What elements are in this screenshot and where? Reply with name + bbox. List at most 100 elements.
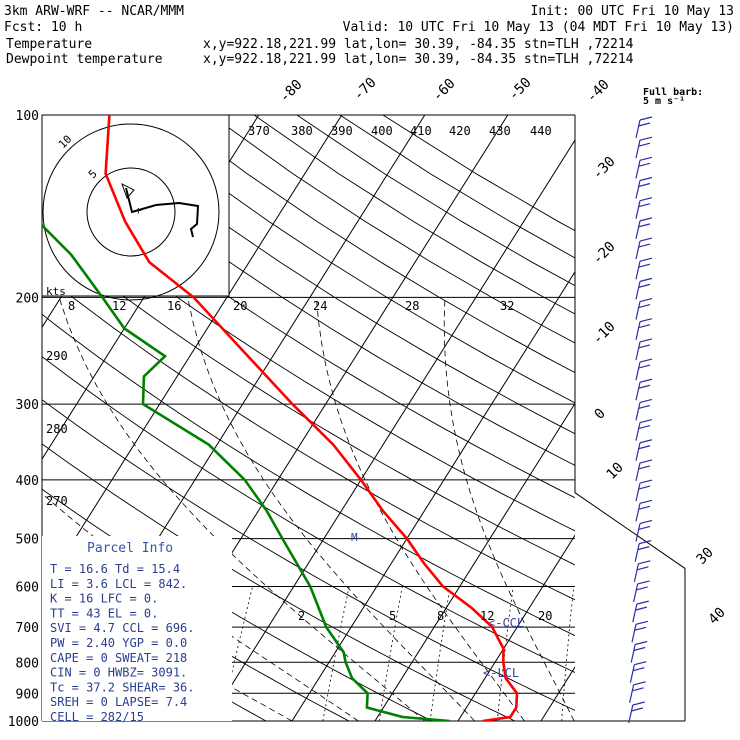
parcel-info-row: CELL = 282/15 xyxy=(50,710,144,724)
dry-adiabat xyxy=(42,313,575,637)
isotherm-label: -50 xyxy=(506,75,535,104)
theta-label: 290 xyxy=(46,349,68,363)
isotherm-label: -80 xyxy=(277,77,306,106)
wind-barb xyxy=(635,479,653,502)
wind-barb xyxy=(635,358,653,381)
isotherm-label: -20 xyxy=(590,239,619,268)
mixing-ratio-label: 5 xyxy=(389,609,396,623)
wind-barb xyxy=(635,499,653,522)
isotherm-label: -70 xyxy=(351,75,380,104)
wind-barb xyxy=(635,197,653,219)
mixing-ratio-label: 20 xyxy=(538,609,552,623)
mixing-ratio-label: 12 xyxy=(480,609,494,623)
wind-barb xyxy=(629,661,647,683)
wind-barb xyxy=(635,277,653,300)
barb-note-2: 5 m s⁻¹ xyxy=(643,96,685,107)
wind-barb xyxy=(635,237,653,260)
parcel-info-row: SVI = 4.7 CCL = 696. xyxy=(50,621,195,635)
dry-adiabat xyxy=(42,356,575,673)
pressure-tick-label: 500 xyxy=(16,533,39,548)
dry-adiabat xyxy=(81,115,575,435)
hodograph-ring-5 xyxy=(86,167,176,257)
mixing-ratio-label: 32 xyxy=(500,299,514,313)
temperature-location: x,y=922.18,221.99 lat,lon= 30.39, -84.35… xyxy=(203,37,634,52)
hodograph-ring-10 xyxy=(42,123,220,301)
parcel-info-row: T = 16.6 Td = 15.4 xyxy=(50,562,180,576)
wind-barb xyxy=(635,297,653,320)
wind-barb xyxy=(635,176,653,199)
dewpoint-legend: Dewpoint temperature xyxy=(6,52,163,67)
isotherm-label: -40 xyxy=(584,77,613,106)
isotherm-label: 40 xyxy=(706,605,729,628)
parcel-info-row: K = 16 LFC = 0. xyxy=(50,592,158,606)
wind-barb xyxy=(635,419,653,441)
isotherm-label: -60 xyxy=(430,76,459,105)
sounding-series xyxy=(42,115,519,721)
right-frame xyxy=(574,115,686,721)
dry-adiabat xyxy=(42,192,575,532)
dry-adiabat xyxy=(42,399,575,711)
isotherm-line xyxy=(291,270,575,721)
wind-barb xyxy=(635,378,653,401)
barb-note-1: Full barb: xyxy=(643,87,703,98)
pressure-tick-label: 300 xyxy=(16,398,39,413)
dry-adiabat xyxy=(167,115,575,374)
moist-adiabat xyxy=(315,297,525,721)
mixing-ratio-line xyxy=(429,586,451,721)
wind-barb xyxy=(635,257,653,280)
wind-barb xyxy=(635,116,653,139)
hodograph-trace xyxy=(125,187,200,238)
parcel-info-row: CAPE = 0 SWEAT= 218 xyxy=(50,651,187,665)
dewpoint-location: x,y=922.18,221.99 lat,lon= 30.39, -84.35… xyxy=(203,52,634,67)
model-title: 3km ARW-WRF -- NCAR/MMM xyxy=(4,4,184,19)
parcel-info-row: Tc = 37.2 SHEAR= 36. xyxy=(50,680,195,694)
hodograph-units: kts xyxy=(46,285,66,298)
mixing-ratio-label: 20 xyxy=(233,299,247,313)
dry-adiabat xyxy=(42,116,575,466)
wind-barb xyxy=(634,540,652,562)
wind-barb xyxy=(635,459,653,482)
moist-adiabat xyxy=(443,297,575,721)
mixing-ratio-label: 2 xyxy=(298,609,305,623)
theta-label: 270 xyxy=(46,494,68,508)
isotherm-label: 30 xyxy=(694,545,717,568)
parcel-info-title: Parcel Info xyxy=(87,541,173,556)
m-marker: M xyxy=(351,531,358,544)
dry-adiabat xyxy=(42,232,575,566)
wind-barbs xyxy=(628,116,653,724)
dry-adiabat xyxy=(210,115,575,344)
parcel-info-row: TT = 43 EL = 0. xyxy=(50,606,158,620)
dry-adiabat xyxy=(296,115,575,287)
lcl-marker: <-LCL xyxy=(483,666,519,680)
theta-label: 430 xyxy=(489,124,511,138)
isotherm-line xyxy=(707,115,740,721)
wind-barb xyxy=(635,519,653,542)
pressure-tick-label: 1000 xyxy=(8,715,39,730)
wind-barb xyxy=(629,681,646,703)
mixing-ratio-line xyxy=(561,586,575,721)
ccl-marker: <-CCL xyxy=(488,616,524,630)
mixing-ratio-label: 28 xyxy=(405,299,419,313)
pressure-tick-label: 400 xyxy=(16,474,39,489)
forecast-hour: Fcst: 10 h xyxy=(4,20,82,35)
wind-barb xyxy=(630,640,648,663)
isotherm-line xyxy=(0,115,10,721)
mixing-ratio-label: 24 xyxy=(313,299,327,313)
parcel-info-row: PW = 2.40 YGP = 0.0 xyxy=(50,636,187,650)
wind-barb xyxy=(635,156,653,179)
dry-adiabat xyxy=(124,115,575,404)
isotherm-line xyxy=(42,115,343,592)
isotherm-line xyxy=(457,534,575,721)
mixing-ratio-label: 16 xyxy=(167,299,181,313)
parcel-info-row: SREH = 0 LAPSE= 7.4 xyxy=(50,695,187,709)
pressure-tick-label: 200 xyxy=(16,291,39,306)
theta-label: 400 xyxy=(371,124,393,138)
pressure-tick-label: 600 xyxy=(16,581,39,596)
theta-label: 420 xyxy=(449,124,471,138)
mixing-ratio-label: 8 xyxy=(68,299,75,313)
valid-time: Valid: 10 UTC Fri 10 May 13 (04 MDT Fri … xyxy=(343,20,734,35)
hodograph: 510+kts xyxy=(41,114,230,301)
isotherm-line xyxy=(208,139,575,721)
